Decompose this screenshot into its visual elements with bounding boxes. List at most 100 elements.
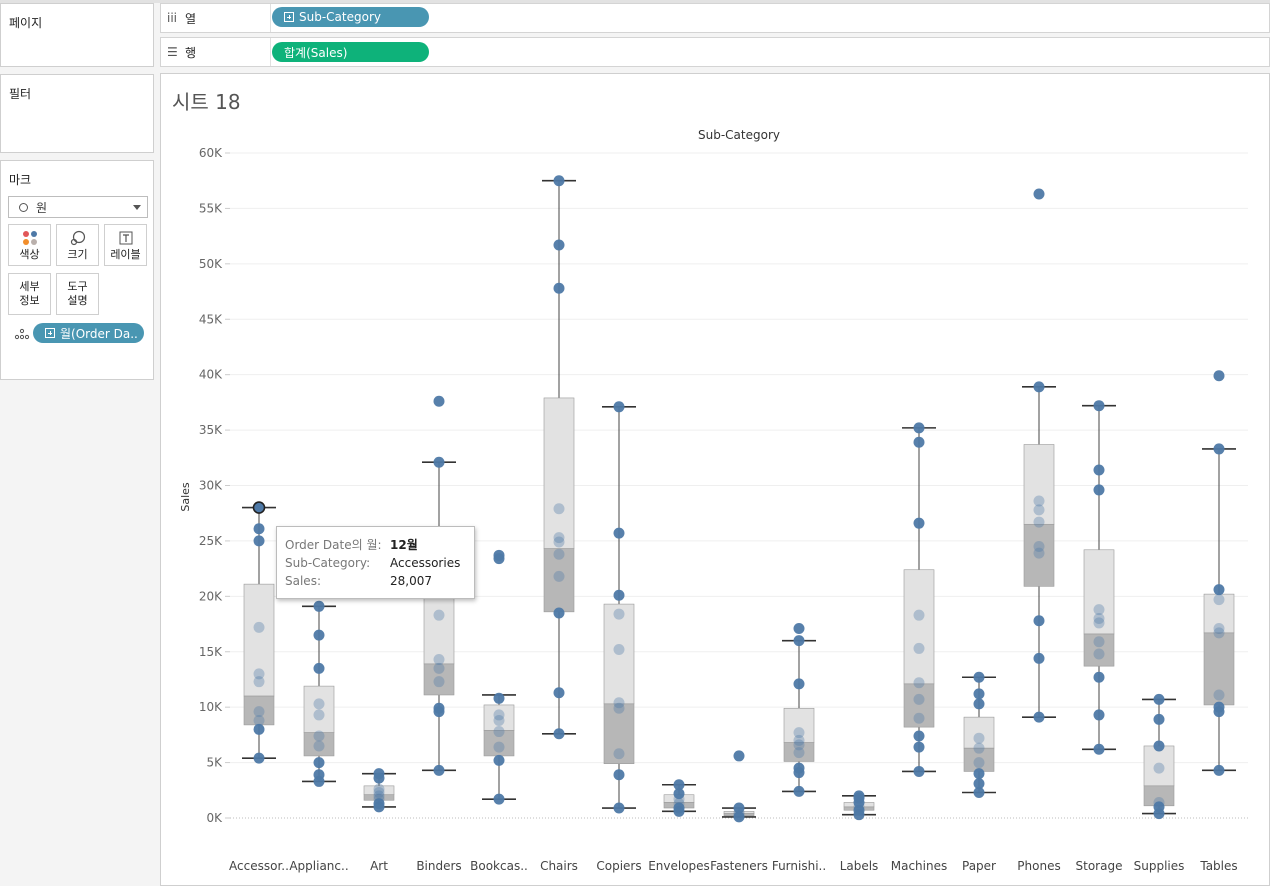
highlighted-data-point [252, 501, 266, 514]
ytick-label: 35K [199, 423, 223, 437]
data-point [913, 436, 925, 448]
data-point [253, 752, 265, 764]
label-button[interactable]: 레이블 [104, 224, 147, 266]
tooltip-button-label-line2: 설명 [67, 294, 88, 307]
data-point [433, 456, 445, 468]
data-point [613, 401, 625, 413]
data-point [1033, 495, 1045, 507]
sub-category-pill[interactable]: Sub-Category [272, 7, 429, 27]
data-point [1033, 711, 1045, 723]
ytick-label: 5K [206, 756, 223, 770]
data-point [373, 793, 385, 805]
data-point [553, 239, 565, 251]
data-point [733, 750, 745, 762]
rows-shelf[interactable]: ☰ 행 합계(Sales) [160, 37, 1270, 67]
data-point [373, 790, 385, 802]
tooltip-subcategory-value: Accessories [390, 556, 461, 570]
box-lower [303, 732, 335, 757]
data-point [1213, 627, 1225, 639]
x-category-label: Copiers [596, 859, 641, 873]
columns-icon: iii [167, 11, 178, 25]
label-button-label: 레이블 [110, 248, 141, 261]
data-point [373, 798, 385, 810]
mark-type-dropdown[interactable]: 원 [8, 196, 148, 218]
data-point [613, 589, 625, 601]
data-point [853, 790, 865, 802]
sum-sales-pill[interactable]: 합계(Sales) [272, 42, 429, 62]
data-point [1093, 648, 1105, 660]
tooltip-button-label-line1: 도구 [67, 280, 88, 293]
data-point [1033, 615, 1045, 627]
data-point [1153, 713, 1165, 725]
rows-shelf-text: 행 [185, 45, 197, 60]
filters-panel-title: 필터 [9, 87, 32, 101]
sheet-title: 시트 18 [172, 90, 241, 114]
tooltip-month-value: 12월 [390, 538, 418, 552]
data-point [313, 757, 325, 769]
columns-shelf[interactable]: iii 열 Sub-Category [160, 3, 1270, 33]
data-point [553, 687, 565, 699]
y-axis-title: Sales [179, 482, 192, 512]
detail-month-pill[interactable]: 월(Order Da.. [33, 323, 144, 343]
data-point [613, 644, 625, 656]
color-button[interactable]: 색상 [8, 224, 51, 266]
data-point [253, 714, 265, 726]
x-category-label: Storage [1076, 859, 1123, 873]
filters-panel[interactable]: 필터 [0, 74, 154, 153]
data-point [313, 730, 325, 742]
data-point [613, 802, 625, 814]
data-point [1033, 504, 1045, 516]
data-point [1093, 484, 1105, 496]
box-lower [483, 730, 515, 757]
dropdown-caret-icon [133, 205, 141, 210]
tooltip-button[interactable]: 도구 설명 [56, 273, 99, 315]
data-point [313, 662, 325, 674]
data-point [1213, 370, 1225, 382]
mark-tooltip: Order Date의 월: 12월 Sub-Category: Accesso… [276, 526, 475, 599]
data-point [733, 811, 745, 823]
data-point [553, 282, 565, 294]
data-point [553, 548, 565, 560]
data-point [793, 739, 805, 751]
data-point [1153, 740, 1165, 752]
data-point [973, 742, 985, 754]
rows-shelf-label: ☰ 행 [161, 38, 271, 66]
mark-type-value: 원 [36, 200, 48, 215]
data-point [493, 549, 505, 561]
data-point [313, 740, 325, 752]
data-point [913, 642, 925, 654]
box-lower [903, 683, 935, 728]
text-label-icon [105, 228, 146, 248]
data-point [613, 697, 625, 709]
detail-button-label-line1: 세부 [19, 280, 40, 293]
data-point [1033, 652, 1045, 664]
data-point [433, 676, 445, 688]
data-point [313, 600, 325, 612]
ytick-label: 50K [199, 257, 223, 271]
chart-title: Sub-Category [698, 128, 780, 142]
data-point [1213, 689, 1225, 701]
detail-button[interactable]: 세부 정보 [8, 273, 51, 315]
data-point [253, 523, 265, 535]
ytick-label: 55K [199, 201, 223, 215]
data-point [493, 692, 505, 704]
data-point [433, 609, 445, 621]
box-lower [1083, 633, 1115, 667]
tooltip-sales-key: Sales: [285, 574, 321, 588]
data-point [433, 395, 445, 407]
sub-category-pill-label: Sub-Category [299, 10, 381, 24]
data-point [973, 732, 985, 744]
box-upper [303, 685, 335, 733]
data-point [253, 706, 265, 718]
color-button-label: 색상 [19, 248, 40, 261]
box-upper [543, 397, 575, 549]
size-button[interactable]: 크기 [56, 224, 99, 266]
x-category-label: Paper [962, 859, 996, 873]
data-point [553, 503, 565, 515]
expand-plus-icon [284, 12, 294, 22]
marks-panel-title: 마크 [9, 173, 32, 187]
data-point [1093, 709, 1105, 721]
x-category-label: Labels [840, 859, 879, 873]
columns-shelf-text: 열 [185, 11, 197, 26]
x-category-label: Chairs [540, 859, 578, 873]
